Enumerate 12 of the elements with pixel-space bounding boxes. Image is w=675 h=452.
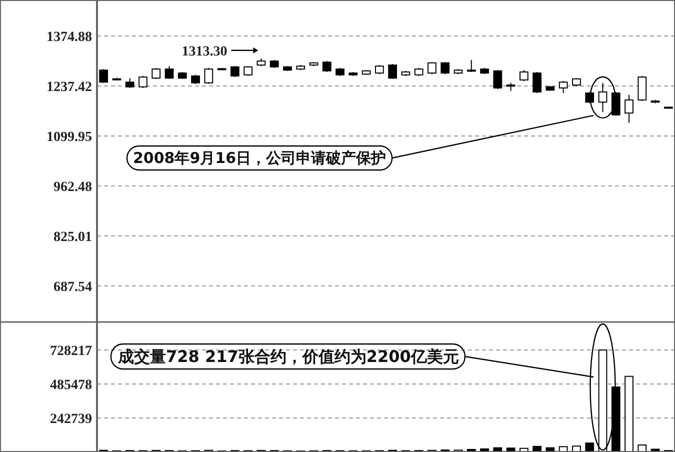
- y-tick-label: 728217: [50, 344, 92, 359]
- annotation: 2008年9月16日，公司申请破产保护: [133, 149, 386, 167]
- annotation: 1313.30: [182, 44, 228, 60]
- y-tick-label: 485478: [50, 378, 92, 393]
- y-tick-label: 242739: [50, 412, 92, 427]
- y-tick-label: 1099.95: [46, 130, 92, 145]
- y-tick-label: 687.54: [54, 280, 92, 295]
- y-tick-label: 825.01: [54, 230, 92, 245]
- y-tick-label: 962.48: [54, 180, 92, 195]
- y-tick-label: 1374.88: [46, 30, 92, 46]
- annotation: 成交量728 217张合约，价值约为2200亿美元: [117, 347, 459, 366]
- y-tick-label: 1237.42: [46, 80, 92, 95]
